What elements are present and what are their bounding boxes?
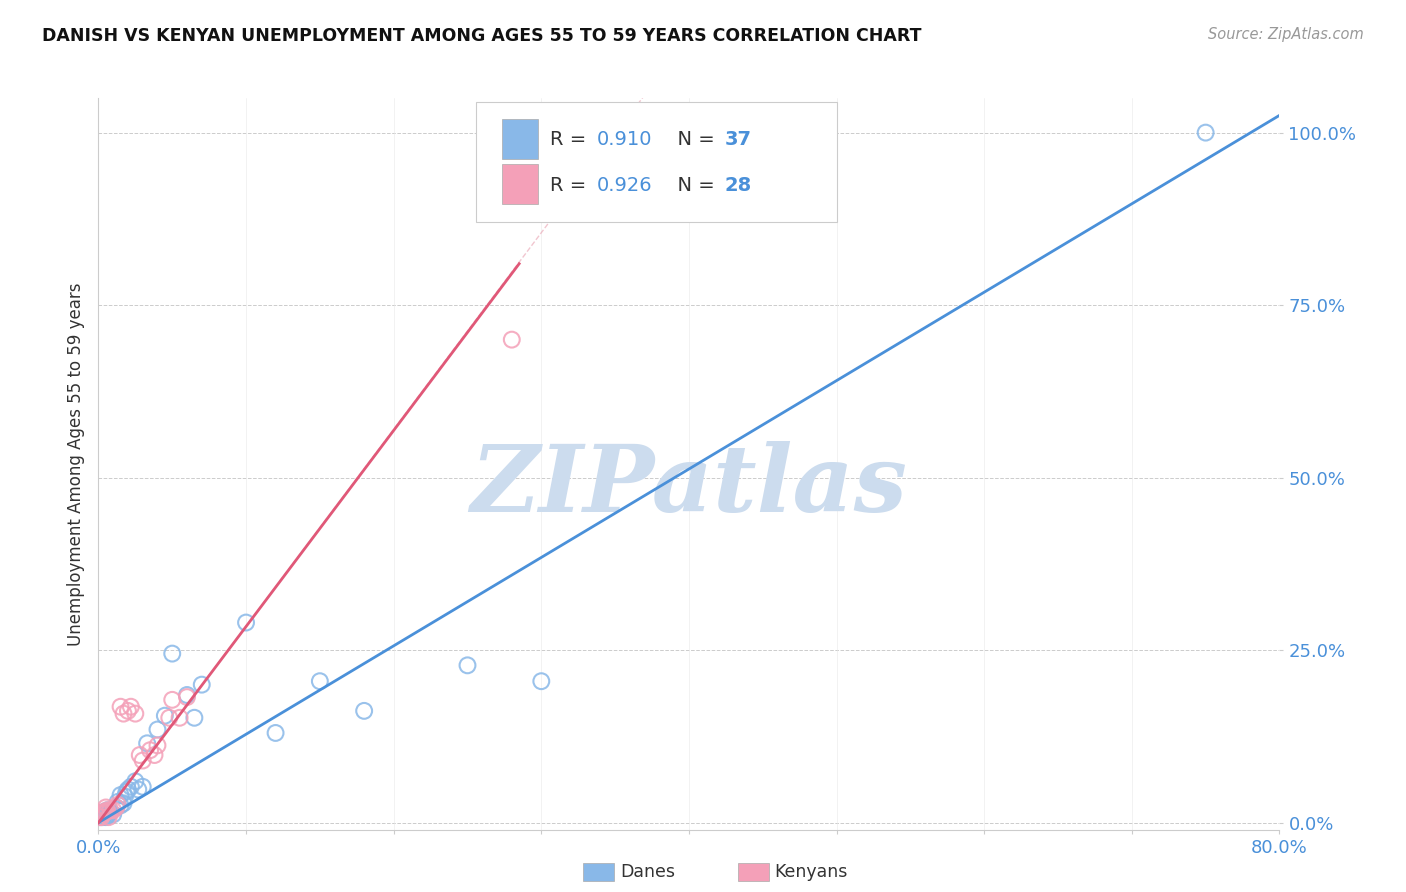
- Text: R =: R =: [550, 130, 592, 149]
- Point: [91, 810, 114, 824]
- Point: [93, 807, 115, 822]
- Point: [162, 647, 183, 661]
- Point: [530, 674, 553, 689]
- Point: [1195, 126, 1218, 140]
- Text: Kenyans: Kenyans: [775, 863, 848, 881]
- Point: [132, 780, 155, 794]
- Point: [91, 805, 114, 820]
- Point: [110, 699, 132, 714]
- Point: [117, 782, 139, 797]
- Text: R =: R =: [550, 177, 592, 195]
- Point: [120, 699, 142, 714]
- FancyBboxPatch shape: [477, 102, 837, 222]
- Point: [139, 743, 162, 757]
- Point: [456, 658, 478, 673]
- Point: [176, 690, 198, 704]
- FancyBboxPatch shape: [502, 119, 537, 159]
- Point: [124, 774, 146, 789]
- Point: [124, 706, 146, 721]
- Text: 0.910: 0.910: [596, 130, 652, 149]
- Point: [94, 805, 117, 820]
- Point: [91, 805, 114, 820]
- Point: [98, 803, 121, 817]
- Text: 0.926: 0.926: [596, 177, 652, 195]
- Point: [112, 797, 135, 811]
- Point: [107, 797, 129, 812]
- Point: [353, 704, 375, 718]
- Point: [94, 810, 117, 824]
- Text: 28: 28: [724, 177, 752, 195]
- Point: [176, 688, 198, 702]
- Point: [107, 795, 129, 809]
- Point: [143, 747, 166, 762]
- Point: [98, 805, 121, 820]
- Point: [132, 754, 155, 768]
- Point: [103, 807, 125, 822]
- Point: [157, 711, 180, 725]
- Text: ZIPatlas: ZIPatlas: [471, 441, 907, 531]
- Point: [97, 807, 120, 822]
- Point: [136, 736, 159, 750]
- Text: N =: N =: [665, 177, 721, 195]
- Point: [128, 747, 150, 762]
- Y-axis label: Unemployment Among Ages 55 to 59 years: Unemployment Among Ages 55 to 59 years: [66, 282, 84, 646]
- FancyBboxPatch shape: [502, 164, 537, 204]
- Text: Source: ZipAtlas.com: Source: ZipAtlas.com: [1208, 27, 1364, 42]
- Point: [105, 800, 128, 814]
- Point: [264, 726, 287, 740]
- Point: [91, 807, 114, 822]
- Point: [94, 805, 117, 820]
- Point: [103, 803, 125, 817]
- Point: [127, 782, 149, 797]
- Point: [105, 800, 128, 814]
- Text: N =: N =: [665, 130, 721, 149]
- Point: [235, 615, 257, 630]
- Point: [114, 789, 136, 804]
- Point: [169, 711, 191, 725]
- Point: [89, 810, 111, 824]
- Point: [89, 810, 111, 824]
- Point: [153, 708, 176, 723]
- Point: [183, 711, 205, 725]
- Point: [94, 800, 117, 814]
- Point: [309, 674, 332, 689]
- Point: [96, 803, 118, 817]
- Point: [117, 704, 139, 718]
- Point: [120, 780, 142, 794]
- Point: [93, 805, 115, 820]
- Text: 37: 37: [724, 130, 751, 149]
- Point: [90, 810, 112, 824]
- Point: [146, 739, 169, 753]
- Point: [96, 803, 118, 817]
- Point: [112, 706, 135, 721]
- Point: [146, 723, 169, 737]
- Point: [162, 693, 183, 707]
- Point: [90, 810, 112, 824]
- Point: [115, 784, 138, 798]
- Text: Danes: Danes: [620, 863, 675, 881]
- Point: [110, 798, 132, 813]
- Point: [110, 788, 132, 802]
- Point: [191, 678, 214, 692]
- Text: DANISH VS KENYAN UNEMPLOYMENT AMONG AGES 55 TO 59 YEARS CORRELATION CHART: DANISH VS KENYAN UNEMPLOYMENT AMONG AGES…: [42, 27, 922, 45]
- Point: [97, 810, 120, 824]
- Point: [501, 333, 523, 347]
